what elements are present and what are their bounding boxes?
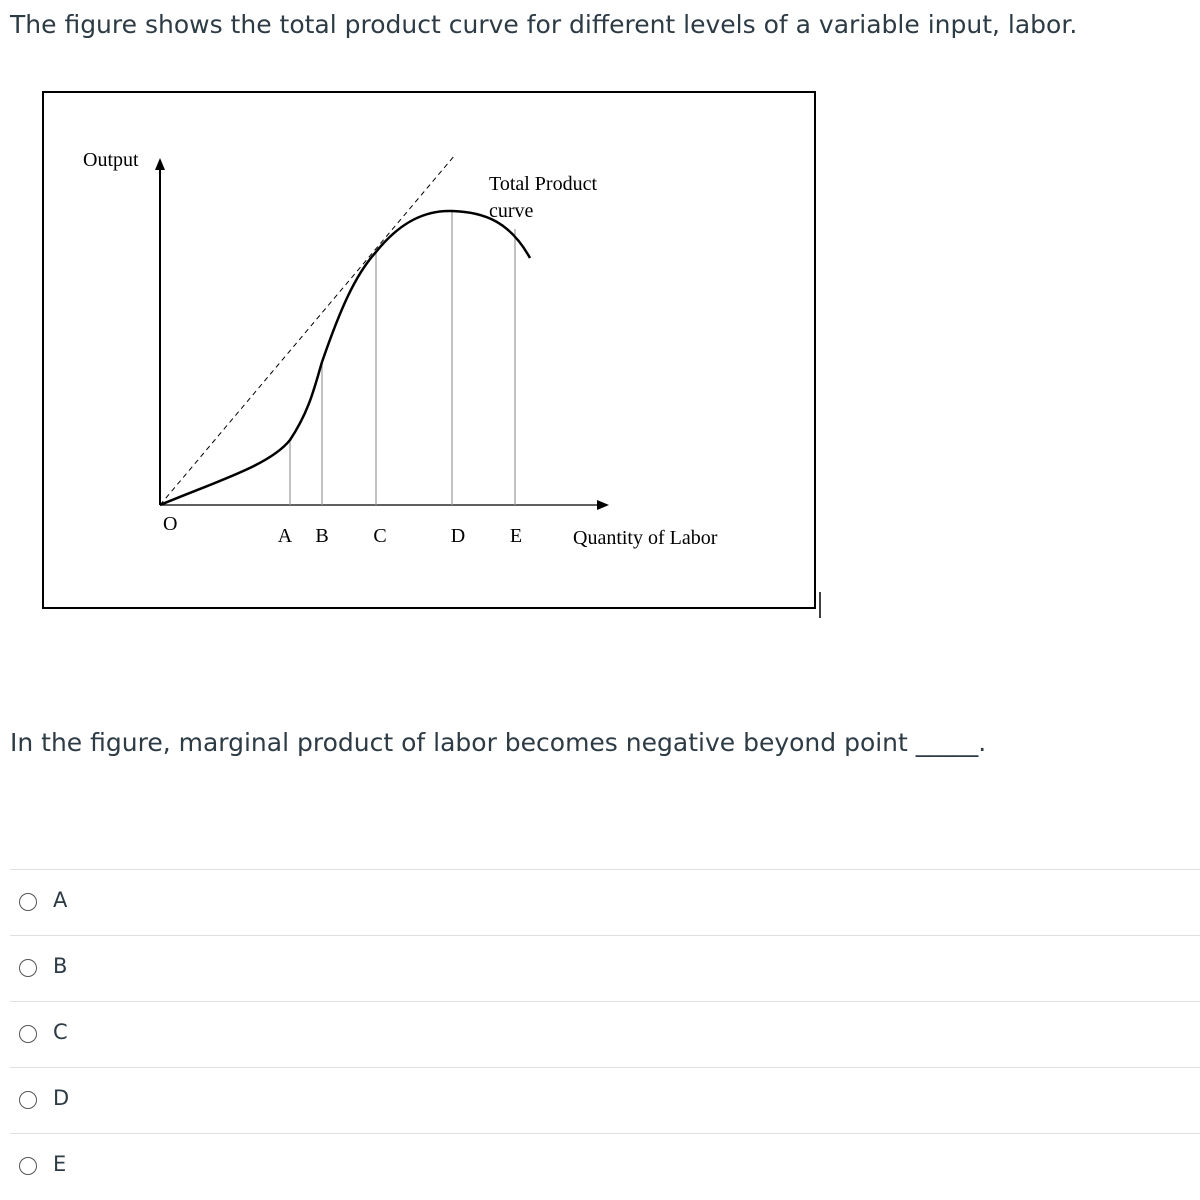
point-label: E xyxy=(510,525,522,547)
intro: The figure shows the total product curve… xyxy=(10,10,1078,39)
point-label: B xyxy=(315,525,328,547)
radio[interactable] xyxy=(19,1091,37,1109)
point-label: D xyxy=(451,525,465,547)
total-product-curve xyxy=(159,209,532,507)
radio[interactable] xyxy=(19,893,37,911)
curve-label: Total Product xyxy=(489,173,597,195)
x-arrow xyxy=(597,500,609,510)
option[interactable]: B xyxy=(10,935,1200,1002)
prompt: In the figure, marginal product of labor… xyxy=(10,728,986,757)
option[interactable]: E xyxy=(10,1133,1200,1200)
radio[interactable] xyxy=(19,1157,37,1175)
option-label: E xyxy=(53,1152,67,1176)
ray xyxy=(159,154,456,506)
y-arrow xyxy=(155,158,165,170)
point-label: C xyxy=(373,525,386,547)
option-label: D xyxy=(53,1086,70,1110)
radio[interactable] xyxy=(19,1025,37,1043)
y-axis-label: Output xyxy=(83,149,139,171)
point-lines xyxy=(289,211,516,505)
origin-label: O xyxy=(163,513,177,535)
option-label: B xyxy=(53,954,68,978)
figure: Output Total Product curve O A B C D E Q… xyxy=(42,91,821,618)
option[interactable]: C xyxy=(10,1001,1200,1068)
prompt-text: In the figure, marginal product of labor… xyxy=(10,728,908,757)
curve-label: curve xyxy=(489,200,534,222)
point-label: A xyxy=(278,525,293,547)
option-label: A xyxy=(53,888,68,912)
figure-frame xyxy=(42,91,816,609)
x-axis-label: Quantity of Labor xyxy=(573,527,718,549)
blank: _____. xyxy=(915,728,987,757)
option[interactable]: A xyxy=(10,869,1200,936)
option-label: C xyxy=(53,1020,68,1044)
radio[interactable] xyxy=(19,959,37,977)
option[interactable]: D xyxy=(10,1067,1200,1134)
